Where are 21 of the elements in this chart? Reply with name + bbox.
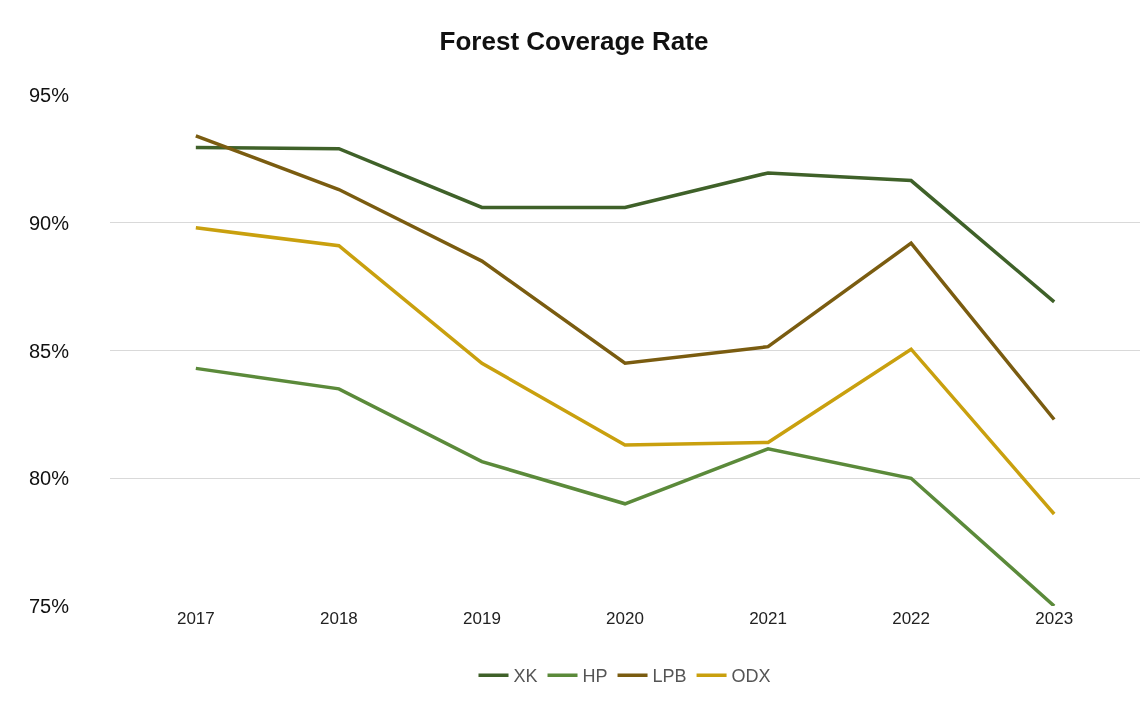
legend-label: ODX	[731, 666, 771, 687]
chart-title: Forest Coverage Rate	[439, 25, 709, 56]
legend-label: HP	[582, 666, 608, 687]
x-tick-label: 2017	[176, 609, 215, 628]
line-series	[194, 145, 1056, 304]
legend-label: XK	[513, 666, 538, 687]
x-tick-label: 2020	[606, 609, 644, 628]
x-tick-label: 2023	[1035, 609, 1074, 628]
y-tick-label: 75%	[28, 595, 70, 617]
y-tick-label: 90%	[28, 211, 70, 234]
x-tick-label: 2021	[749, 609, 787, 628]
y-tick-label: 85%	[28, 339, 70, 362]
y-tick-label: 80%	[28, 467, 70, 490]
x-tick-label: 2019	[463, 609, 501, 628]
line-series	[194, 226, 1056, 516]
line-series	[194, 366, 1056, 606]
x-tick-label: 2022	[892, 609, 931, 628]
x-tick-label: 2018	[319, 609, 358, 628]
legend-label: LPB	[652, 666, 687, 687]
y-tick-label: 95%	[28, 84, 70, 106]
line-series	[194, 134, 1056, 422]
